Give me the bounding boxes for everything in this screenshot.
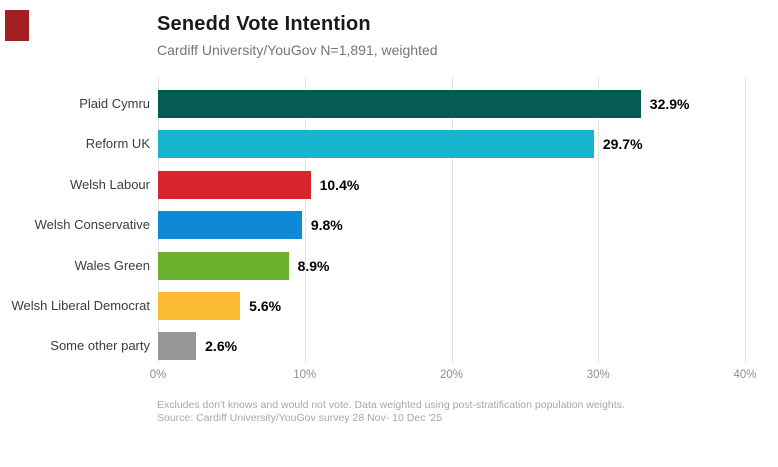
- category-label: Plaid Cymru: [79, 96, 150, 111]
- bar: [158, 332, 197, 361]
- bar-value-label: 9.8%: [310, 217, 343, 234]
- x-axis-tick-label: 10%: [293, 369, 317, 381]
- x-axis-tick-label: 30%: [586, 369, 610, 381]
- bar: [158, 292, 241, 320]
- x-gridline: [304, 76, 306, 364]
- x-gridline: [598, 76, 600, 364]
- chart-title: Senedd Vote Intention: [157, 13, 371, 35]
- x-gridline: [745, 76, 746, 364]
- category-label: Welsh Labour: [70, 176, 150, 192]
- bar: [158, 170, 311, 199]
- chart-subtitle: Cardiff University/YouGov N=1,891, weigh…: [157, 42, 438, 58]
- red-square-logo-mark: [5, 10, 29, 41]
- category-label: Reform UK: [85, 136, 150, 152]
- x-axis-tick-label: 40%: [733, 369, 757, 381]
- bar-value-label: 5.6%: [249, 298, 282, 314]
- footnote-line-2: Source: Cardiff University/YouGov survey…: [157, 411, 443, 424]
- bar-value-label: 32.9%: [649, 96, 690, 112]
- bar: [158, 211, 302, 240]
- x-axis-tick-label: 0%: [149, 369, 167, 381]
- x-gridline: [451, 76, 453, 364]
- bar-value-label: 8.9%: [297, 257, 330, 274]
- bar: [158, 130, 594, 159]
- x-axis-tick-label: 20%: [439, 369, 464, 381]
- bar-value-label: 2.6%: [205, 338, 238, 355]
- bar: [158, 90, 641, 118]
- bar: [158, 251, 289, 280]
- footnote-line-1: Excludes don't knows and would not vote.…: [157, 399, 625, 411]
- bar-value-label: 10.4%: [319, 176, 360, 193]
- category-label: Welsh Conservative: [34, 217, 150, 233]
- bar-value-label: 29.7%: [602, 136, 643, 153]
- category-label: Welsh Liberal Democrat: [11, 298, 150, 313]
- category-label: Some other party: [50, 338, 150, 354]
- category-label: Wales Green: [74, 257, 150, 273]
